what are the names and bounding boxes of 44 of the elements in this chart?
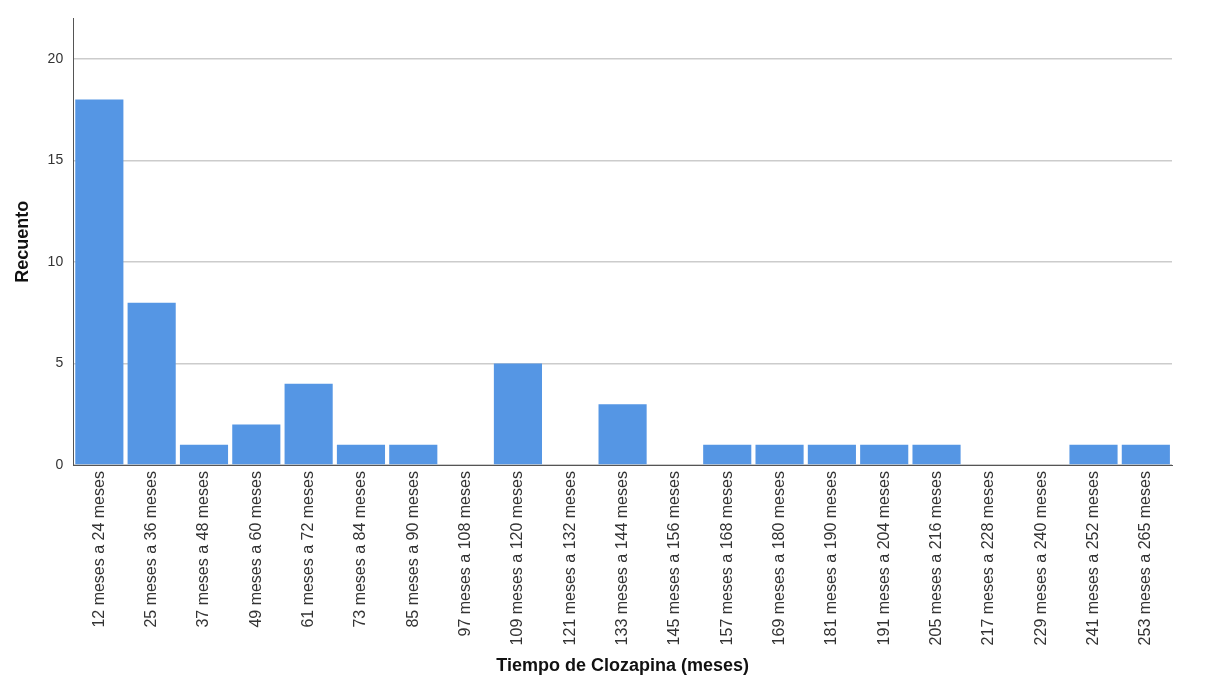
x-tick-label: 157 meses a 168 meses (717, 471, 735, 646)
bar (284, 383, 333, 465)
x-tick-label: 25 meses a 36 meses (142, 471, 160, 628)
x-tick-label: 109 meses a 120 meses (508, 471, 526, 646)
bar (703, 444, 752, 465)
bar (1069, 444, 1118, 465)
bar (75, 99, 124, 465)
x-tick-label: 253 meses a 265 meses (1136, 471, 1154, 646)
y-tick-label: 0 (55, 455, 64, 472)
bar (179, 444, 229, 465)
x-tick-label: 205 meses a 216 meses (926, 471, 944, 646)
x-tick-label: 37 meses a 48 meses (194, 471, 212, 628)
bar (232, 424, 281, 465)
x-tick-label: 61 meses a 72 meses (299, 471, 317, 628)
x-tick-label: 49 meses a 60 meses (246, 471, 264, 628)
x-tick-label: 97 meses a 108 meses (456, 471, 474, 637)
x-tick-label: 169 meses a 180 meses (769, 471, 787, 646)
bar (389, 444, 438, 465)
x-tick-label: 145 meses a 156 meses (665, 471, 683, 646)
bar (807, 444, 856, 465)
x-tick-label: 73 meses a 84 meses (351, 471, 369, 628)
x-tick-label: 181 meses a 190 meses (822, 471, 840, 646)
x-tick-label: 12 meses a 24 meses (89, 471, 107, 628)
x-tick-label: 191 meses a 204 meses (874, 471, 892, 646)
bar (912, 444, 961, 465)
y-tick-label: 15 (47, 151, 64, 168)
x-tick-label: 85 meses a 90 meses (403, 471, 421, 628)
y-tick-label: 10 (47, 252, 64, 269)
x-tick-label: 229 meses a 240 meses (1031, 471, 1049, 646)
x-axis-title: Tiempo de Clozapina (meses) (496, 655, 749, 676)
x-tick-label: 133 meses a 144 meses (612, 471, 630, 646)
y-tick-label: 5 (55, 354, 64, 371)
bar (598, 404, 647, 465)
y-axis-title: Recuento (11, 200, 32, 283)
bar (755, 444, 804, 465)
x-tick-label: 241 meses a 252 meses (1083, 471, 1101, 646)
bar (1121, 444, 1170, 465)
bar (336, 444, 386, 465)
bar (127, 302, 176, 465)
bar (860, 444, 909, 465)
x-tick-label: 217 meses a 228 meses (979, 471, 997, 646)
x-tick-label: 121 meses a 132 meses (560, 471, 578, 646)
bar (493, 363, 543, 465)
y-tick-label: 20 (47, 49, 64, 66)
